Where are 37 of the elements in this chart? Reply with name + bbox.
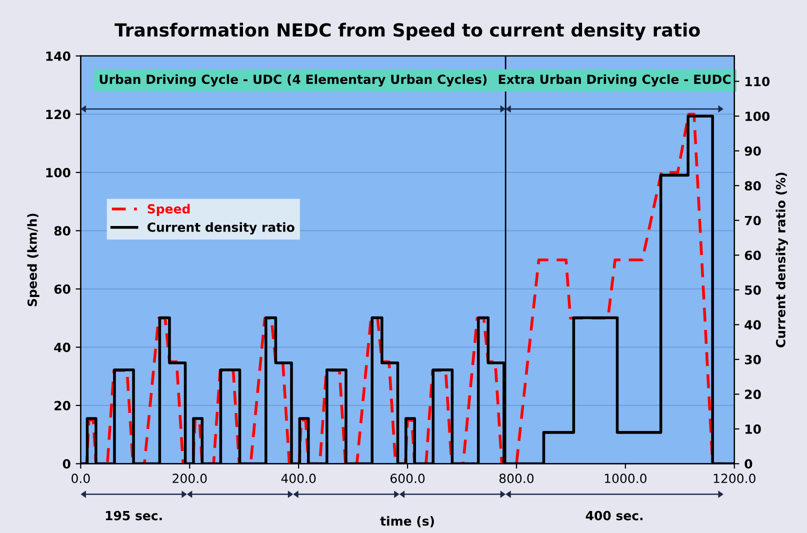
y-axis-title: Speed (km/h) (27, 214, 40, 306)
y2-tick-label: 70 (744, 216, 761, 226)
y-tick-label: 80 (54, 226, 70, 236)
y2-tick-label: 50 (745, 285, 761, 295)
x-tick-label: 800.0 (499, 474, 534, 484)
y-tick-label: 100 (46, 168, 70, 178)
y2-tick-label: 110 (746, 76, 770, 86)
legend-label: Current density ratio (147, 222, 294, 234)
y-tick-label: 120 (46, 110, 70, 120)
text: 400 sec. (586, 510, 643, 520)
y2-tick-label: 100 (746, 112, 770, 122)
chart-title: Transformation NEDC from Speed to current density ratio (114, 22, 700, 40)
x-axis-title: time (s) (380, 516, 434, 528)
x-tick-label: 600.0 (390, 474, 425, 484)
x-tick-label: 1200.0 (714, 474, 756, 484)
y-tick-label: 60 (54, 284, 70, 294)
y2-tick-label: 40 (744, 320, 761, 330)
y-tick-label: 140 (46, 51, 70, 61)
x-tick-label: 400.0 (281, 474, 316, 484)
y2-axis-title: Current density ratio (%) (776, 172, 788, 348)
y2-tick-label: 0 (744, 459, 752, 469)
text: 195 sec. (106, 510, 162, 520)
y-tick-label: 40 (54, 342, 70, 352)
y2-tick-label: 80 (744, 181, 761, 191)
x-tick-label: 0.0 (72, 474, 90, 484)
y2-tick-label: 60 (744, 250, 761, 260)
legend-label: Speed (148, 204, 190, 216)
y2-tick-label: 30 (744, 354, 761, 364)
y2-tick-label: 10 (746, 424, 761, 434)
y-tick-label: 20 (54, 400, 70, 410)
y2-tick-label: 20 (745, 390, 761, 400)
y-tick-label: 0 (62, 459, 70, 469)
x-tick-label: 1000.0 (604, 474, 646, 484)
annotation: Urban Driving Cycle - UDC (4 Elementary Urban Cycles) (100, 74, 487, 87)
x-tick-label: 200.0 (172, 474, 207, 484)
y2-tick-label: 90 (744, 146, 761, 156)
annotation: Extra Urban Driving Cycle - EUDC (498, 74, 731, 87)
